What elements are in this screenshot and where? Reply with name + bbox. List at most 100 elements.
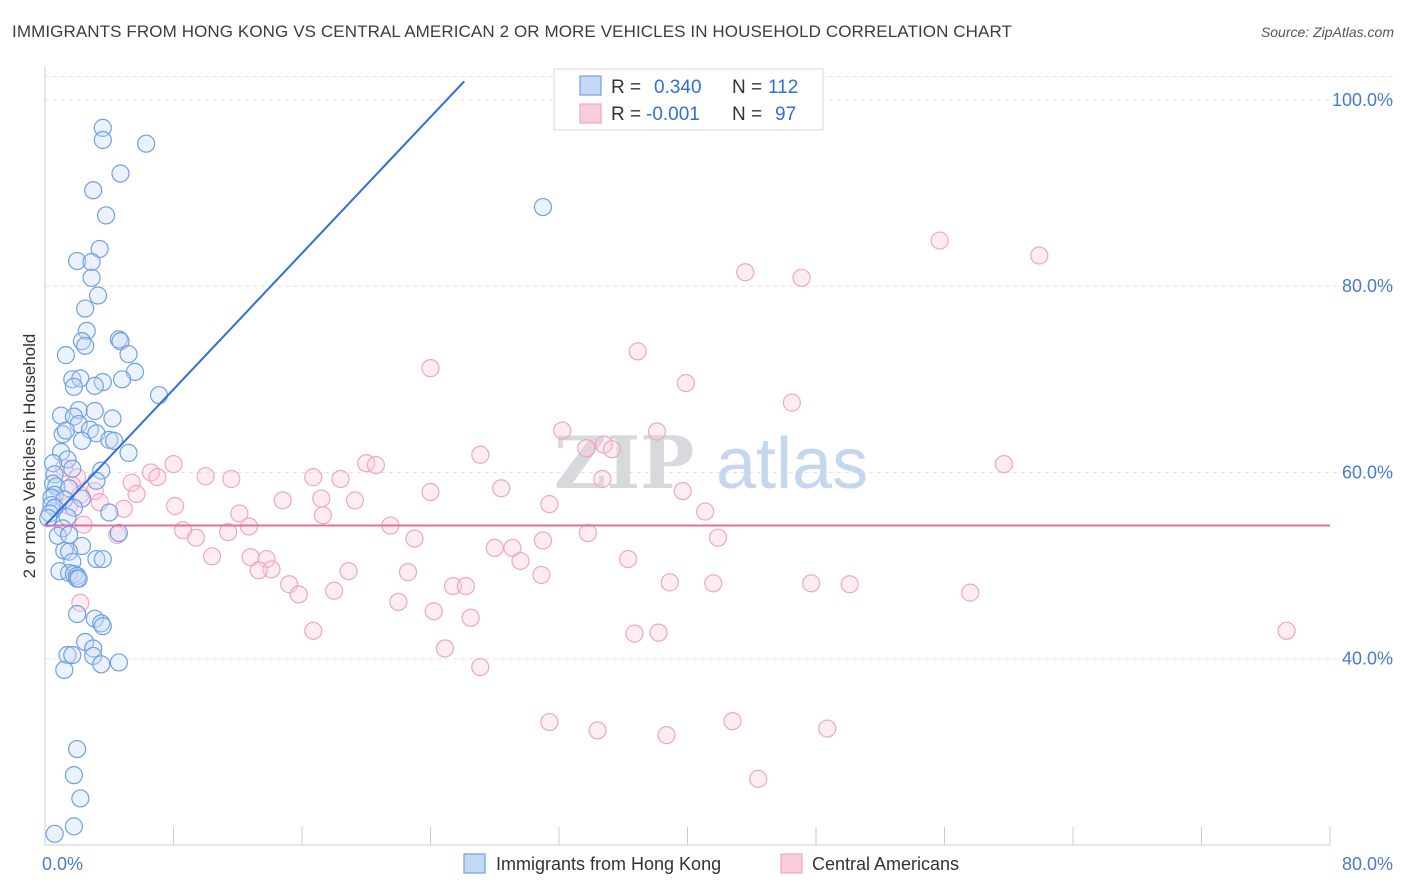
hong-kong-point-66 <box>109 523 128 543</box>
hong-kong-point-81 <box>92 614 111 633</box>
central-americans-point-12 <box>602 440 622 459</box>
central-americans-point-43 <box>696 502 715 521</box>
stats-box: R = 0.340 N = 112 R = -0.001 N = 97 <box>553 68 824 131</box>
central-americans-point-68 <box>532 565 551 585</box>
legend: Immigrants from Hong Kong Central Americ… <box>463 853 959 874</box>
hong-kong-point-27 <box>149 386 169 405</box>
central-americans-point-24 <box>304 468 323 487</box>
hong-kong-trend-line <box>44 80 465 527</box>
trend-lines <box>44 80 1330 527</box>
stats-n-value-2: 97 <box>775 104 796 125</box>
central-americans-point-21 <box>148 468 167 487</box>
central-americans-point-54 <box>578 523 598 543</box>
central-americans-point-34 <box>127 484 146 503</box>
y-tick-label-3: 100.0% <box>1332 90 1393 110</box>
central-americans-point-66 <box>339 562 358 581</box>
x-tick-label-0: 0.0% <box>42 854 83 874</box>
hong-kong-point-21 <box>112 370 132 389</box>
central-americans-point-76 <box>325 581 344 600</box>
hong-kong-point-12 <box>76 299 95 318</box>
hong-kong-point-89 <box>109 653 128 672</box>
central-americans-point-84 <box>625 624 644 643</box>
central-americans-point-0 <box>930 231 949 250</box>
central-americans-point-93 <box>818 719 837 738</box>
x-tick-labels: 0.0% 80.0% <box>42 854 1393 874</box>
hong-kong-point-7 <box>90 239 109 259</box>
central-americans-point-77 <box>961 583 980 602</box>
central-americans-point-45 <box>313 506 332 525</box>
hong-kong-point-41 <box>119 443 138 463</box>
central-americans-point-89 <box>540 712 559 732</box>
central-americans-point-86 <box>1277 621 1296 640</box>
central-americans-point-7 <box>782 393 802 412</box>
central-americans-point-41 <box>540 495 559 514</box>
central-americans-point-65 <box>249 561 268 580</box>
central-americans-point-90 <box>588 721 607 740</box>
axes <box>44 66 1331 846</box>
watermark: ZIP atlas <box>554 420 868 505</box>
central-americans-point-72 <box>660 573 679 592</box>
central-americans-point-42 <box>114 499 133 518</box>
hong-kong-point-40 <box>104 431 124 450</box>
central-americans-point-80 <box>389 592 408 612</box>
hong-kong-point-91 <box>68 739 87 759</box>
central-americans-point-1 <box>1030 246 1049 265</box>
hong-kong-point-88 <box>92 655 111 674</box>
central-americans-point-59 <box>202 547 222 566</box>
central-americans-point-2 <box>736 263 755 282</box>
hong-kong-point-25 <box>85 376 104 395</box>
central-americans-point-82 <box>461 608 480 627</box>
stats-swatch-blue <box>579 75 602 96</box>
central-americans-point-22 <box>196 467 215 486</box>
central-americans-point-58 <box>503 538 522 558</box>
central-americans-point-79 <box>71 593 90 612</box>
hong-kong-point-3 <box>111 164 130 183</box>
central-americans-point-23 <box>222 469 241 489</box>
central-americans-point-11 <box>577 439 596 458</box>
legend-label-central-americans: Central Americans <box>812 854 959 874</box>
series-hong-kong <box>39 118 553 843</box>
hong-kong-point-46 <box>92 461 111 480</box>
hong-kong-point-30 <box>85 401 104 421</box>
central-americans-point-55 <box>405 529 424 548</box>
central-americans-point-56 <box>533 531 553 550</box>
central-americans-point-63 <box>511 551 530 571</box>
stats-r-value-2: -0.001 <box>646 104 700 125</box>
central-americans-point-74 <box>802 574 821 593</box>
central-americans-point-17 <box>994 454 1014 474</box>
stats-n-label-2: N = <box>732 104 762 125</box>
hong-kong-point-52 <box>45 485 64 504</box>
central-americans-point-60 <box>241 548 260 567</box>
central-americans-point-28 <box>122 473 141 492</box>
hong-kong-point-78 <box>69 569 88 588</box>
y-tick-label-2: 80.0% <box>1342 276 1393 296</box>
central-americans-point-81 <box>424 602 443 621</box>
central-americans-point-75 <box>840 575 859 594</box>
stats-r-label-2: R = <box>611 104 641 125</box>
central-americans-point-62 <box>618 549 638 569</box>
central-americans-point-52 <box>186 528 206 547</box>
stats-swatch-pink <box>579 103 602 124</box>
y-tick-labels: 40.0% 60.0% 80.0% 100.0% <box>1332 90 1393 669</box>
central-americans-point-35 <box>273 491 292 510</box>
y-tick-label-0: 40.0% <box>1342 649 1393 669</box>
central-americans-point-26 <box>593 469 612 489</box>
hong-kong-point-32 <box>103 409 122 428</box>
stats-n-label-1: N = <box>732 77 762 98</box>
grid-lines <box>45 76 1393 660</box>
hong-kong-point-9 <box>82 252 101 272</box>
central-americans-point-88 <box>471 658 490 677</box>
hong-kong-point-95 <box>45 824 64 843</box>
chart-source: Source: ZipAtlas.com <box>1260 24 1394 40</box>
central-americans-point-92 <box>723 712 742 731</box>
chart-title: IMMIGRANTS FROM HONG KONG VS CENTRAL AME… <box>12 22 1013 41</box>
stats-r-label-1: R = <box>611 77 641 98</box>
hong-kong-point-86 <box>63 645 82 665</box>
central-americans-point-83 <box>304 621 323 640</box>
hong-kong-point-60 <box>39 509 58 528</box>
hong-kong-point-79 <box>68 604 87 624</box>
hong-kong-point-38 <box>72 431 92 450</box>
legend-swatch-central-americans <box>780 853 803 874</box>
hong-kong-point-1 <box>93 130 112 150</box>
hong-kong-point-13 <box>77 321 96 341</box>
